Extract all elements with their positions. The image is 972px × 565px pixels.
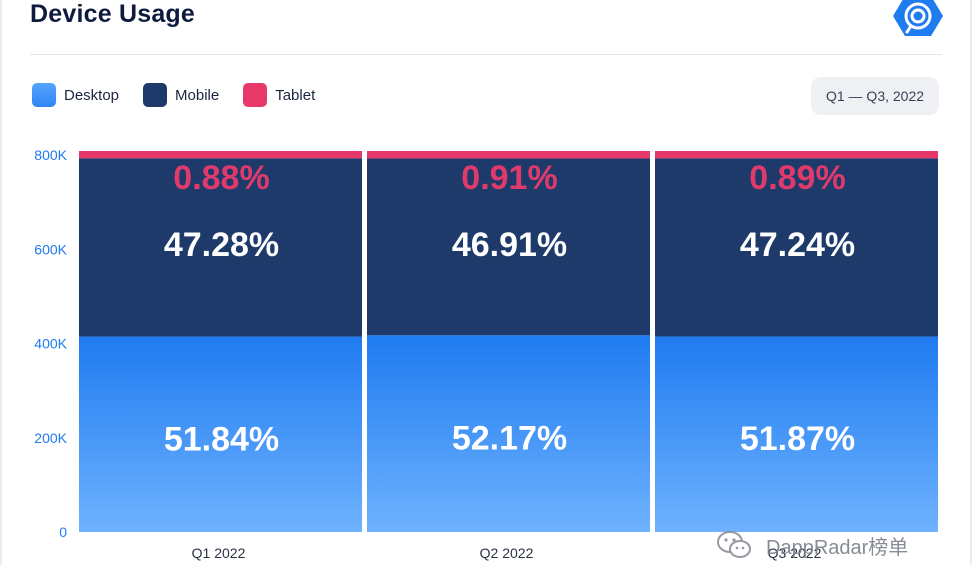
y-tick-label: 600K: [34, 241, 67, 257]
x-tick-label: Q1 2022: [192, 545, 246, 561]
bar-tablet-cap-q1-2022: [79, 151, 362, 156]
page-title: Device Usage: [30, 0, 195, 28]
bar-desktop-q1-2022[interactable]: [79, 336, 362, 532]
dappradar-logo-icon: [893, 0, 943, 36]
x-axis: Q1 2022 Q2 2022 Q3 2022: [192, 545, 822, 561]
bars-group: 51.84% 47.28% 0.88% 52.17% 46.91% 0.91% 51.87%…: [79, 151, 938, 532]
y-tick-label: 200K: [34, 430, 67, 446]
bar-tablet-q3-2022[interactable]: [655, 155, 938, 159]
legend-swatch-desktop: [32, 83, 56, 107]
data-label-mobile: 46.91%: [452, 226, 567, 264]
y-tick-label: 0: [59, 524, 67, 540]
legend-swatch-mobile: [143, 83, 168, 107]
bar-tablet-cap-q2-2022: [367, 151, 650, 156]
data-label-desktop: 52.17%: [452, 420, 567, 458]
x-tick-label: Q2 2022: [480, 545, 534, 561]
data-label-tablet: 0.89%: [749, 159, 845, 197]
legend-item-mobile[interactable]: Mobile: [143, 83, 219, 107]
bar-mobile-q1-2022[interactable]: [79, 158, 362, 337]
watermark-text: DappRadar榜单: [766, 536, 909, 559]
watermark: DappRadar榜单: [716, 530, 908, 560]
bar-desktop-q2-2022[interactable]: [367, 335, 650, 532]
frame-border-right: [970, 0, 972, 565]
bar-mobile-q3-2022[interactable]: [655, 158, 938, 337]
data-label-tablet: 0.88%: [173, 159, 269, 197]
legend-label-tablet: Tablet: [275, 86, 316, 104]
legend-swatch-tablet: [243, 83, 268, 107]
header-divider: [30, 54, 942, 55]
legend-label-mobile: Mobile: [175, 86, 220, 104]
bar-tablet-q1-2022[interactable]: [79, 155, 362, 159]
y-tick-label: 800K: [34, 147, 67, 163]
y-tick-label: 400K: [34, 336, 67, 352]
wechat-icon: [717, 531, 751, 558]
data-label-mobile: 47.24%: [740, 226, 855, 264]
bar-mobile-q2-2022[interactable]: [367, 158, 650, 336]
x-tick-label: Q3 2022: [768, 545, 822, 561]
data-label-desktop: 51.84%: [164, 420, 279, 458]
y-axis: 0 200K 400K 600K 800K: [34, 147, 67, 540]
bar-desktop-q3-2022[interactable]: [655, 336, 938, 532]
data-label-mobile: 47.28%: [164, 226, 279, 264]
legend-item-tablet[interactable]: Tablet: [243, 83, 315, 107]
chart-legend: Desktop Mobile Tablet: [32, 83, 339, 107]
data-label-tablet: 0.91%: [461, 159, 557, 197]
legend-item-desktop[interactable]: Desktop: [32, 83, 119, 107]
frame-border-left: [0, 0, 2, 565]
data-label-desktop: 51.87%: [740, 420, 855, 458]
period-selector[interactable]: Q1 — Q3, 2022: [811, 77, 939, 115]
legend-label-desktop: Desktop: [64, 86, 120, 104]
bar-tablet-q2-2022[interactable]: [367, 155, 650, 159]
bar-tablet-cap-q3-2022: [655, 151, 938, 156]
